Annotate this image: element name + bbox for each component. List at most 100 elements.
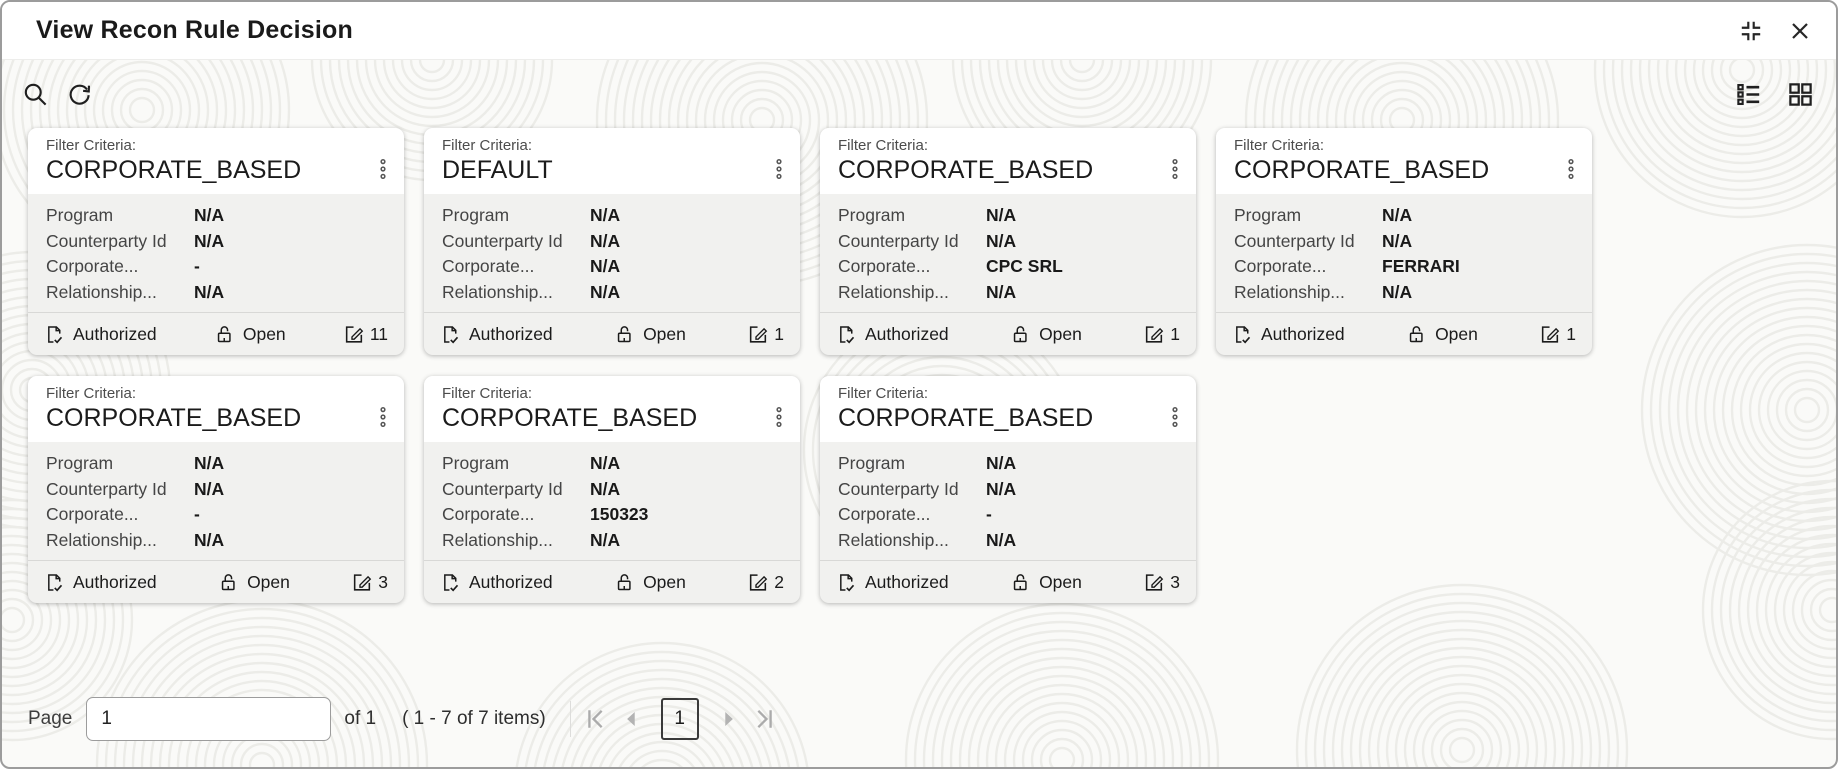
kebab-menu-icon[interactable] xyxy=(368,402,398,432)
field-label: Counterparty Id xyxy=(442,478,563,499)
open-lock-icon xyxy=(1409,325,1423,342)
search-icon[interactable] xyxy=(22,81,49,108)
authorization-status: Authorized xyxy=(440,572,553,593)
authorized-icon xyxy=(444,325,459,344)
field-value: N/A xyxy=(986,529,1017,550)
open-lock-icon xyxy=(1013,573,1027,590)
field-value: N/A xyxy=(986,478,1017,499)
modification-number: 1 xyxy=(1539,323,1576,345)
window-controls xyxy=(1738,18,1812,44)
card-header: Filter Criteria: CORPORATE_BASED xyxy=(820,128,1196,194)
field-label: Corporate... xyxy=(442,256,535,276)
kebab-menu-icon[interactable] xyxy=(764,402,794,432)
record-state-label: Open xyxy=(1039,323,1082,344)
field-row: Relationship... N/A xyxy=(1234,280,1576,306)
field-row: Relationship... N/A xyxy=(442,528,784,554)
record-state: Open xyxy=(218,572,290,593)
recon-rule-card[interactable]: Filter Criteria: CORPORATE_BASED Program… xyxy=(28,376,404,603)
recon-rule-card[interactable]: Filter Criteria: DEFAULT Program N/A Count… xyxy=(424,128,800,355)
field-label: Program xyxy=(838,205,906,225)
field-value: N/A xyxy=(590,281,621,302)
field-label: Corporate... xyxy=(838,256,931,276)
card-fields: Program N/A Counterparty Id N/A Corporate...… xyxy=(424,194,800,312)
recon-rule-card[interactable]: Filter Criteria: CORPORATE_BASED Program… xyxy=(28,128,404,355)
recon-rule-card[interactable]: Filter Criteria: CORPORATE_BASED Program… xyxy=(820,128,1196,355)
field-row: Relationship... N/A xyxy=(46,280,388,306)
field-row: Relationship... N/A xyxy=(838,528,1180,554)
modification-count: 1 xyxy=(1170,323,1180,344)
card-fields: Program N/A Counterparty Id N/A Corporate...… xyxy=(28,194,404,312)
card-title: CORPORATE_BASED xyxy=(46,404,302,432)
field-label: Program xyxy=(838,453,906,473)
collapse-icon[interactable] xyxy=(1738,18,1764,44)
card-fields: Program N/A Counterparty Id N/A Corporate...… xyxy=(820,442,1196,560)
field-label: Program xyxy=(442,453,510,473)
filter-criteria-label: Filter Criteria: xyxy=(442,385,533,402)
open-lock-icon xyxy=(217,325,231,342)
open-lock-icon xyxy=(1013,325,1027,342)
first-page-icon[interactable] xyxy=(583,705,611,733)
modification-count: 3 xyxy=(378,571,388,592)
authorized-icon xyxy=(48,325,63,344)
kebab-menu-icon[interactable] xyxy=(764,154,794,184)
kebab-menu-icon[interactable] xyxy=(1160,154,1190,184)
record-state-label: Open xyxy=(1435,323,1478,344)
field-label: Relationship... xyxy=(46,281,157,302)
field-row: Program N/A xyxy=(442,203,784,229)
field-row: Relationship... N/A xyxy=(442,280,784,306)
card-title: CORPORATE_BASED xyxy=(442,404,698,432)
last-page-icon[interactable] xyxy=(749,705,777,733)
record-state-label: Open xyxy=(643,571,686,592)
page-title: View Recon Rule Decision xyxy=(36,16,353,44)
field-row: Program N/A xyxy=(442,451,784,477)
record-state-label: Open xyxy=(1039,571,1082,592)
authorized-icon xyxy=(840,573,855,592)
card-footer: Authorized Open 2 xyxy=(424,560,800,603)
card-header: Filter Criteria: CORPORATE_BASED xyxy=(28,128,404,194)
filter-criteria-label: Filter Criteria: xyxy=(838,137,929,154)
list-view-icon[interactable] xyxy=(1735,81,1762,108)
next-page-icon[interactable] xyxy=(715,706,741,732)
field-label: Relationship... xyxy=(46,529,157,550)
kebab-menu-icon[interactable] xyxy=(1556,154,1586,184)
recon-rule-card[interactable]: Filter Criteria: CORPORATE_BASED Program… xyxy=(424,376,800,603)
filter-criteria-label: Filter Criteria: xyxy=(442,137,533,154)
current-page-indicator[interactable]: 1 xyxy=(660,698,699,740)
kebab-menu-icon[interactable] xyxy=(368,154,398,184)
edit-icon xyxy=(345,326,364,343)
field-value: N/A xyxy=(986,453,1017,473)
field-row: Counterparty Id N/A xyxy=(442,477,784,503)
field-value: N/A xyxy=(590,230,621,251)
status-label: Authorized xyxy=(469,571,553,592)
field-value: N/A xyxy=(194,205,225,225)
grid-view-icon[interactable] xyxy=(1787,81,1814,108)
field-value: N/A xyxy=(590,205,621,225)
field-value: N/A xyxy=(986,281,1017,302)
modification-number: 1 xyxy=(747,323,784,345)
page-total-label: of 1 xyxy=(344,708,377,729)
authorized-icon xyxy=(1236,325,1251,344)
recon-rule-card[interactable]: Filter Criteria: CORPORATE_BASED Program… xyxy=(820,376,1196,603)
field-value: N/A xyxy=(590,529,621,550)
field-label: Relationship... xyxy=(838,281,949,302)
record-state-label: Open xyxy=(247,571,290,592)
field-value: N/A xyxy=(986,205,1017,225)
card-footer: Authorized Open 1 xyxy=(1216,312,1592,355)
modification-number: 3 xyxy=(1143,571,1180,593)
close-icon[interactable] xyxy=(1788,19,1812,43)
field-label: Relationship... xyxy=(442,529,553,550)
card-footer: Authorized Open 3 xyxy=(820,560,1196,603)
previous-page-icon[interactable] xyxy=(619,706,645,732)
field-row: Corporate... - xyxy=(46,502,388,528)
kebab-menu-icon[interactable] xyxy=(1160,402,1190,432)
record-state: Open xyxy=(1010,324,1082,345)
field-value: N/A xyxy=(1382,281,1413,302)
refresh-icon[interactable] xyxy=(65,81,92,108)
recon-rule-card[interactable]: Filter Criteria: CORPORATE_BASED Program… xyxy=(1216,128,1592,355)
field-value: CPC SRL xyxy=(986,256,1063,276)
field-value: N/A xyxy=(194,453,225,473)
page-input[interactable] xyxy=(86,697,332,741)
card-footer: Authorized Open 1 xyxy=(424,312,800,355)
field-row: Program N/A xyxy=(838,451,1180,477)
field-row: Corporate... - xyxy=(46,254,388,280)
